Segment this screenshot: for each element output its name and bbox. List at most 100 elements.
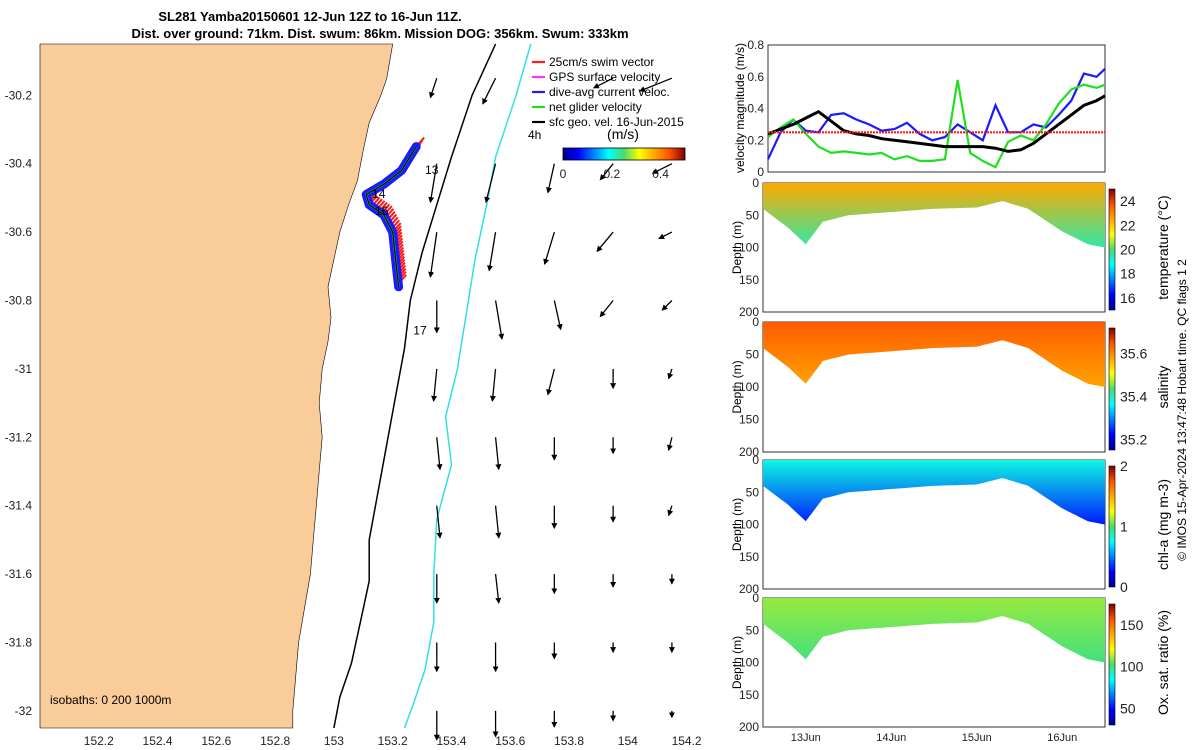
geo-vector-arrow [599,163,614,181]
day-labels: 13 14 16 17 [372,163,439,338]
section-colorbar-tick: 150 [1120,617,1144,633]
map-x-tick-label: 154 [618,734,638,748]
map-y-tick-label: -30.6 [5,225,33,239]
legend-label: sfc geo. vel. 16-Jun-2015 [549,115,684,129]
velocity-y-tick: 0.6 [747,70,764,84]
legend-label: dive-avg current veloc. [549,85,670,99]
geo-vector-arrow [638,77,673,92]
velocity-ylabel: velocity magnitude (m/s) [733,43,747,173]
geo-vector-arrow [494,505,502,539]
section-colorbar-tick: 50 [1120,700,1136,716]
isobath-200m [333,43,497,729]
section-fill [763,460,1105,525]
scale-label: 4h [528,128,541,142]
map-x-tick-label: 153 [324,734,344,748]
section-fill [763,322,1105,387]
section-colorbar-tick: 16 [1120,290,1136,306]
section-ylabel: Depth (m) [730,498,744,551]
section-colorbar [1108,465,1116,588]
section-colorbar-tick: 18 [1120,266,1136,282]
isobaths-label: isobaths: 0 200 1000m [50,693,171,707]
section-y-tick: 150 [739,273,759,287]
velocity-series-line [767,68,1106,160]
geo-vector-arrow [599,300,614,318]
geo-vector-arrow [431,368,438,402]
geo-vector-arrow [484,163,497,204]
map-y-tick-label: -30.2 [5,88,33,102]
section-y-tick: 100 [739,518,759,532]
figure-title-line2: Dist. over ground: 71km. Dist. swum: 86k… [131,26,628,41]
geo-vector-arrow [487,231,497,272]
section-y-tick: 0 [752,453,759,467]
section-y-tick: 100 [739,241,759,255]
section-y-tick: 50 [746,485,760,499]
section-y-tick: 0 [752,315,759,329]
velocity-series-line [767,94,1106,153]
section-y-tick: 0 [752,591,759,605]
geo-vector-arrow [543,231,555,266]
map-x-tick-label: 154.2 [672,734,702,748]
section-y-tick: 200 [739,445,759,459]
section-y-tick: 150 [739,550,759,564]
velocity-y-tick: 0.4 [747,102,764,116]
section-colorbar-tick: 35.2 [1120,431,1147,447]
map-x-tick-label: 152.2 [84,734,114,748]
section-colorbar-tick: 20 [1120,242,1136,258]
footer-credit: © IMOS 15-Apr-2024 13:47:48 Hobart time.… [1175,259,1189,561]
section-y-tick: 50 [746,623,760,637]
map-y-ticks: -30.2 -30.4 -30.6 -30.8 -31 -31.2 -31.4 -31.6 -3… [5,88,33,718]
section-panel-temperature: 0 50 100 150 200 Depth (m) 16 18 20 22 24 temperatu… [730,176,1171,319]
geo-vector-arrow [436,437,443,471]
time-tick-label: 13Jun [791,732,821,744]
land-polygon [39,43,394,729]
map-y-tick-label: -31.2 [5,430,33,444]
map-colorbar-tick: 0.4 [652,167,669,181]
section-y-tick: 150 [739,413,759,427]
section-panel-chl-a: 0 50 100 150 200 Depth (m) 0 1 2 chl-a (mg m-3) [730,453,1171,596]
section-y-tick: 150 [739,688,759,702]
map-colorbar-tick: 0 [560,167,567,181]
section-panel-salinity: 0 50 100 150 200 Depth (m) 35.2 35.4 35.6 salinit… [730,315,1171,459]
section-ylabel: Depth (m) [730,360,744,413]
section-colorbar-label: chl-a (mg m-3) [1155,479,1171,570]
map-colorbar-label: (m/s) [607,126,639,142]
section-fill [763,598,1105,663]
geo-vector-arrow [482,77,497,105]
map-x-tick-label: 152.8 [260,734,290,748]
geo-vector-arrow [667,368,674,380]
geo-vector-arrow [658,231,673,240]
map-panel: 13 14 16 17 152.2 152.4 152.6 152.8 153 153.2 153… [5,43,717,748]
section-colorbar-tick: 100 [1120,659,1144,675]
section-y-tick: 200 [739,720,759,734]
section-colorbar-tick: 24 [1120,193,1136,209]
map-x-ticks: 152.2 152.4 152.6 152.8 153 153.2 153.4 153.6 15… [84,734,702,748]
velocity-panel: 0 0.2 0.4 0.6 0.8 velocity magnitude (m/s) [733,38,1106,179]
section-fill [763,183,1105,248]
section-colorbar-label: Ox. sat. ratio (%) [1155,610,1171,715]
sfc-track [365,146,417,287]
geo-vector-layer [428,77,675,741]
section-colorbar-tick: 1 [1120,519,1128,535]
map-x-tick-label: 152.4 [143,734,173,748]
section-y-tick: 50 [746,348,760,362]
section-colorbar-tick: 22 [1120,217,1136,233]
section-colorbar [1108,603,1116,726]
section-ylabel: Depth (m) [730,221,744,274]
geo-vector-arrow [494,574,502,604]
day-label: 14 [372,187,386,201]
geo-vector-arrow [494,300,505,340]
map-x-tick-label: 153.8 [554,734,584,748]
geo-vector-arrow [429,77,438,99]
day-label: 16 [375,204,389,218]
geo-vector-arrow [667,437,673,452]
velocity-y-tick: 0.2 [747,133,764,147]
geo-vector-arrow [494,437,502,471]
section-colorbar-label: salinity [1155,366,1171,409]
day-label: 17 [413,324,427,338]
section-y-tick: 50 [746,208,760,222]
section-colorbar [1108,188,1116,311]
velocity-y-tick: 0 [757,165,764,179]
